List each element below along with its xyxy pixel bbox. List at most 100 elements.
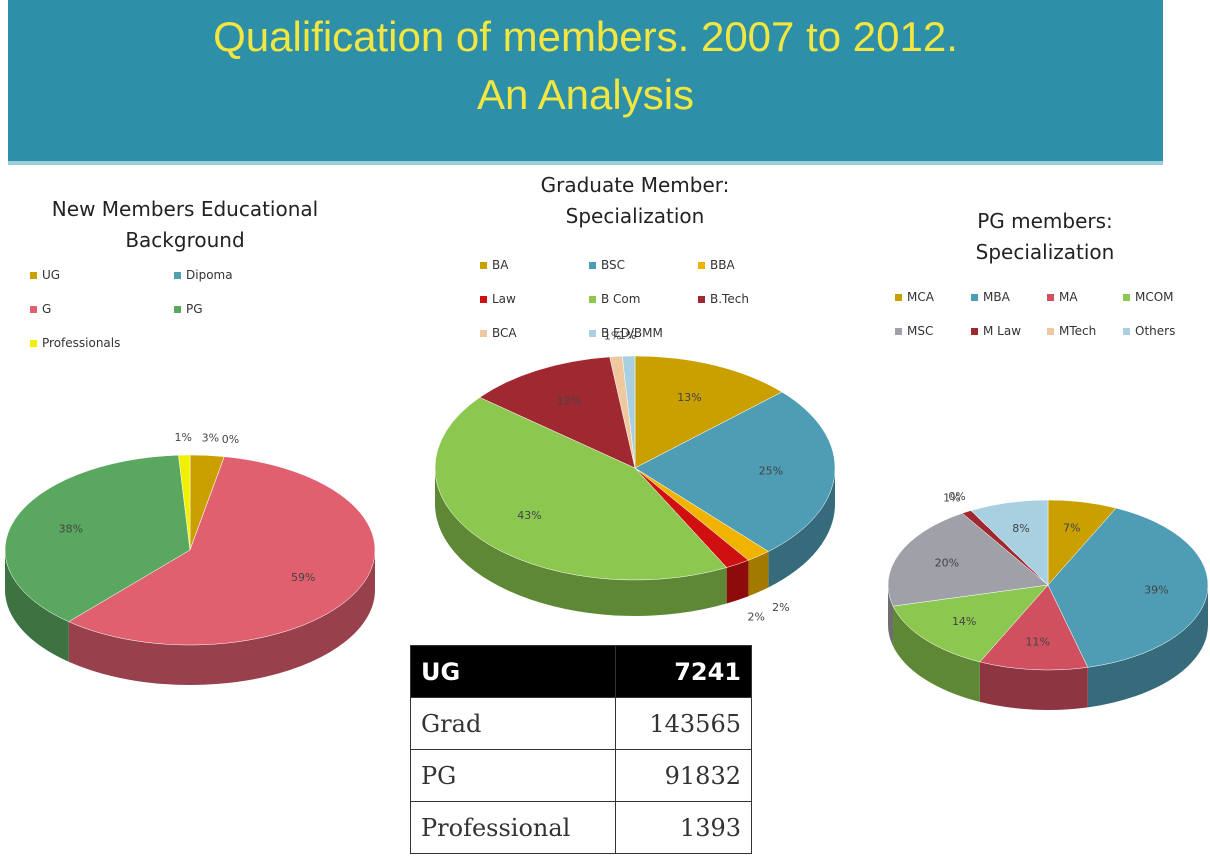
legend-swatch [589,296,596,303]
table-cell: 7241 [615,645,752,698]
table-cell: 91832 [615,749,752,802]
slice-label: 12% [557,394,581,407]
slice [622,355,636,469]
slice-side [726,560,749,604]
slice-label: 0% [948,490,965,503]
legend-swatch [1047,328,1054,335]
totals-table: UG 7241 Grad 143565 PG 91832 Professional 1393 [409,645,752,854]
chart-title: PG members: Specialization [975,209,1115,264]
slice-side [893,606,980,702]
legend-item: Professionals [30,336,160,350]
slice-side [68,550,376,686]
banner: Qualification of members. 2007 to 2012. … [8,0,1163,165]
legend-label: Law [492,292,516,306]
slice-side [1087,585,1208,708]
legend-item: MTech [1047,324,1109,338]
legend-swatch [971,328,978,335]
slice-label: 13% [677,391,701,404]
legend-label: BA [492,258,509,272]
legend-label: BCA [492,326,517,340]
slice-label: 43% [517,509,541,522]
legend-swatch [895,328,902,335]
slice-label: 7% [1063,522,1080,535]
legend-label: BSC [601,258,626,272]
legend-item: PG [174,302,304,316]
legend-item: Others [1123,324,1185,338]
legend-item: BCA [480,326,575,340]
slide-subtitle: An Analysis [476,71,695,118]
legend-item: MCOM [1123,290,1185,304]
slice-side [435,468,727,617]
legend-swatch [1123,328,1130,335]
legend-item: MA [1047,290,1109,304]
slice-label: 0% [222,433,239,446]
legend-label: MTech [1059,324,1097,338]
legend-swatch [1047,294,1054,301]
slice-label: 59% [291,571,315,584]
slice [634,391,836,552]
legend-swatch [480,262,487,269]
legend-item: MBA [971,290,1033,304]
slice-label: 3% [202,431,219,444]
table-cell: 143565 [615,697,752,750]
slice-label: 1% [174,431,191,444]
slice-label: 1% [619,329,636,342]
table-row: PG 91832 [409,749,752,802]
slice-side [979,661,1088,710]
legend-swatch [971,294,978,301]
legend-label: Others [1135,324,1176,338]
legend-swatch [698,262,705,269]
chart-title: Graduate Member: Specialization [540,173,730,228]
legend-label: M Law [983,324,1022,338]
slice-label: 20% [935,557,959,570]
legend-swatch [30,340,37,347]
legend-item: MCA [895,290,957,304]
legend-item: G [30,302,160,316]
legend-item: BSC [589,258,684,272]
legend-swatch [174,272,181,279]
slice-side [4,550,69,662]
chart-title: New Members Educational Background [51,197,319,252]
legend-item: BA [480,258,575,272]
legend: UG Dipoma G PG Professionals [30,268,304,350]
legend-item: UG [30,268,160,282]
legend-item: M Law [971,324,1033,338]
slide-title: Qualification of members. 2007 to 2012. [213,13,958,60]
legend-item: Dipoma [174,268,304,282]
legend: MCA MBA MA MCOM MSC M Law MTech Others [895,290,1185,338]
legend-item: BBA [698,258,793,272]
legend-label: MA [1059,290,1078,304]
legend-swatch [1123,294,1130,301]
slice-label: 14% [952,615,976,628]
legend-swatch [30,272,37,279]
legend-item: B.Tech [698,292,793,306]
legend-label: Professionals [42,336,121,350]
slice-label: 1% [943,492,960,505]
legend-label: MBA [983,290,1010,304]
slice [4,454,191,622]
slice-label: 25% [759,465,783,478]
table-cell: 1393 [615,801,752,854]
slice-side [748,551,769,597]
legend-item: B Com [589,292,684,306]
legend-label: MSC [907,324,934,338]
legend-swatch [589,262,596,269]
legend-swatch [895,294,902,301]
slice [479,356,636,469]
slice [887,512,1049,607]
legend-item: Law [480,292,575,306]
slice-label: 11% [1026,636,1050,649]
slice [979,584,1089,671]
slice [892,584,1049,663]
table-row: Grad 143565 [409,697,752,750]
legend-label: Dipoma [186,268,233,282]
table-cell: UG [409,645,617,698]
legend-label: MCOM [1135,290,1174,304]
slice-label: 39% [1144,583,1168,596]
table-row: UG 7241 [409,645,752,698]
legend: BA BSC BBA Law B Com B.Tech BCA B ED/BMM [480,258,793,340]
table-cell: Professional [409,801,617,854]
legend-label: PG [186,302,203,316]
